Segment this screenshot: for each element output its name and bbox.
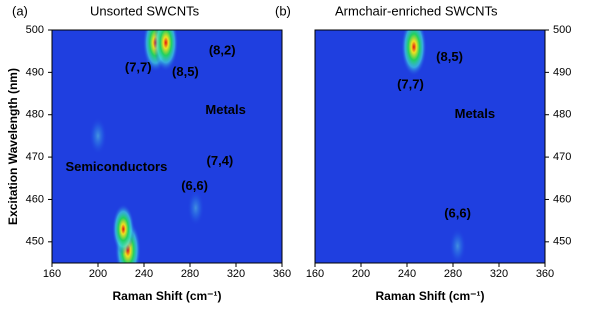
x-tick-label: 160 — [306, 268, 324, 280]
heatmap-layer — [89, 30, 205, 263]
x-tick-label: 360 — [273, 268, 291, 280]
panel-label: (a) — [12, 3, 28, 18]
annotation: Semiconductors — [65, 159, 167, 174]
x-tick-label: 200 — [89, 268, 107, 280]
chart-title: Armchair-enriched SWCNTs — [335, 3, 498, 18]
y-tick-label: 450 — [553, 236, 571, 248]
x-tick-label: 160 — [43, 268, 61, 280]
panel-label: (b) — [275, 3, 291, 18]
x-tick-label: 240 — [398, 268, 416, 280]
x-tick-label: 280 — [181, 268, 199, 280]
plot-background — [315, 30, 545, 263]
plot-frame — [314, 29, 546, 264]
x-tick-label: 320 — [490, 268, 508, 280]
x-tick-label: 320 — [227, 268, 245, 280]
y-tick-label: 480 — [553, 109, 571, 121]
peak — [449, 228, 467, 263]
annotation: (6,6) — [181, 178, 208, 193]
annotation: Metals — [205, 102, 245, 117]
y-tick-label: 470 — [26, 151, 44, 163]
chart-title: Unsorted SWCNTs — [90, 3, 200, 18]
peak — [401, 30, 427, 77]
x-tick-label: 280 — [444, 268, 462, 280]
y-tick-label: 470 — [553, 151, 571, 163]
plot-frame — [51, 29, 283, 264]
y-tick-label: 460 — [26, 193, 44, 205]
annotation: (8,2) — [209, 43, 236, 58]
heatmap-layer — [401, 30, 467, 263]
peak — [153, 30, 179, 72]
x-axis-label: Raman Shift (cm⁻¹) — [112, 289, 221, 303]
y-tick-label: 490 — [553, 66, 571, 78]
annotation: (7,4) — [207, 153, 234, 168]
annotation: (7,7) — [125, 60, 152, 75]
y-axis-label: Excitation Wavelength (nm) — [6, 68, 20, 225]
y-tick-label: 500 — [26, 24, 44, 36]
x-tick-label: 360 — [536, 268, 554, 280]
y-tick-label: 450 — [26, 236, 44, 248]
annotation: (8,5) — [436, 49, 463, 64]
y-tick-label: 480 — [26, 109, 44, 121]
peak — [112, 203, 135, 255]
annotation: (6,6) — [444, 206, 471, 221]
annotation: (8,5) — [172, 64, 199, 79]
y-tick-label: 490 — [26, 66, 44, 78]
annotation: Metals — [455, 106, 495, 121]
x-tick-label: 200 — [352, 268, 370, 280]
x-tick-label: 240 — [135, 268, 153, 280]
peak — [89, 117, 107, 155]
x-axis-label: Raman Shift (cm⁻¹) — [375, 289, 484, 303]
y-tick-label: 460 — [553, 193, 571, 205]
peak — [187, 189, 205, 226]
annotation: (7,7) — [397, 77, 424, 92]
y-tick-label: 500 — [553, 24, 571, 36]
